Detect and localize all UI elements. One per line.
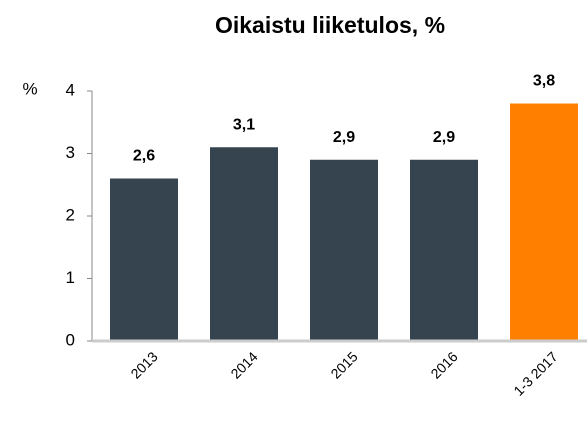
value-label: 2,9 xyxy=(333,129,355,146)
bar xyxy=(310,159,378,341)
bar xyxy=(410,159,478,341)
y-tick-label: 3 xyxy=(66,143,75,162)
bar xyxy=(210,147,278,341)
value-label: 3,8 xyxy=(533,73,555,90)
value-label: 2,9 xyxy=(433,129,455,146)
chart-title: Oikaistu liiketulos, % xyxy=(215,12,445,38)
bar xyxy=(110,178,178,341)
y-tick-label: 4 xyxy=(66,80,75,99)
y-tick-label: 2 xyxy=(66,205,75,224)
y-tick-label: 0 xyxy=(66,330,75,349)
x-tick-label: 2014 xyxy=(227,348,260,381)
x-tick-label: 1-3 2017 xyxy=(510,348,561,399)
x-tick-label: 2016 xyxy=(427,348,460,381)
y-tick-label: 1 xyxy=(66,268,75,287)
x-tick-label: 2015 xyxy=(327,348,360,381)
x-tick-label: 2013 xyxy=(127,348,160,381)
value-label: 3,1 xyxy=(233,116,255,133)
value-label: 2,6 xyxy=(133,148,155,165)
y-axis-label: % xyxy=(22,79,37,98)
bar xyxy=(510,103,578,341)
